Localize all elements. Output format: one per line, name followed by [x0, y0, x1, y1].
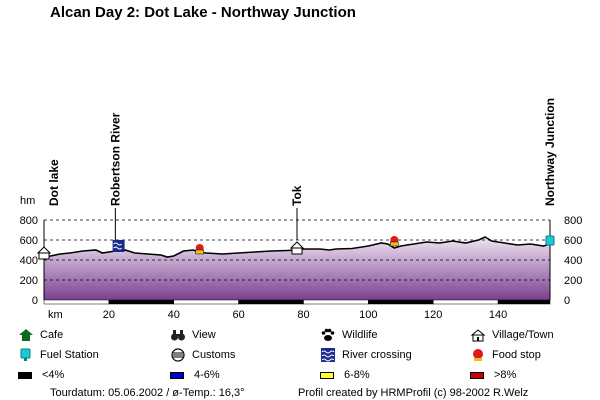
- x-tick-100: 100: [359, 309, 377, 321]
- grade-segment-2: [173, 299, 239, 305]
- waypoint-label-0: Dot lake: [47, 159, 61, 206]
- elevation-area: [44, 237, 550, 300]
- x-tick-120: 120: [424, 309, 442, 321]
- legend-grade-lt4: <4%: [18, 369, 64, 381]
- x-tick-140: 140: [489, 309, 507, 321]
- village-icon: [470, 328, 486, 342]
- footer-tour-date: Tourdatum: 05.06.2002 / ø-Temp.: 16,3°: [50, 387, 245, 399]
- grade-segment-1: [108, 299, 174, 305]
- legend-fuel-label: Fuel Station: [40, 349, 99, 361]
- marker-village-body-0: [38, 252, 50, 260]
- legend-village-label: Village/Town: [492, 329, 554, 341]
- y-tick-left-600: 600: [20, 235, 38, 247]
- legend-village: Village/Town: [470, 328, 554, 342]
- marker-village-0: [36, 246, 52, 254]
- house-icon: [18, 328, 34, 342]
- grade-4-6-swatch: [170, 371, 184, 379]
- marker-river-1: [112, 240, 125, 252]
- y-tick-left-800: 800: [20, 215, 38, 227]
- x-tick-20: 20: [103, 309, 115, 321]
- y-tick-left-200: 200: [20, 275, 38, 287]
- x-tick-80: 80: [297, 309, 309, 321]
- legend-grade-lt4-label: <4%: [42, 369, 65, 381]
- fuel-pump-icon: [18, 348, 34, 362]
- legend-fuel: Fuel Station: [18, 348, 99, 362]
- legend-wildlife: Wildlife: [320, 328, 377, 342]
- waypoint-label-3: Northway Junction: [543, 98, 557, 206]
- legend-customs: Customs: [170, 348, 235, 362]
- legend-customs-label: Customs: [192, 349, 236, 361]
- legend-view-label: View: [192, 329, 216, 341]
- legend-grade-6-8-label: 6-8%: [344, 369, 370, 381]
- legend-grade-4-6: 4-6%: [170, 369, 220, 381]
- legend-food-label: Food stop: [492, 349, 541, 361]
- waypoint-label-1: Robertson River: [108, 112, 122, 206]
- legend-wildlife-label: Wildlife: [342, 329, 378, 341]
- y-tick-right-400: 400: [564, 255, 582, 267]
- grade-segment-6: [432, 299, 499, 305]
- grade-gt8-swatch: [470, 371, 484, 379]
- paw-icon: [320, 328, 336, 342]
- marker-customs-3: [195, 249, 204, 255]
- legend-cafe-label: Cafe: [40, 329, 64, 341]
- marker-customs-6: [390, 241, 399, 247]
- grade-lt4-swatch: [18, 371, 32, 379]
- y-tick-left-400: 400: [20, 255, 38, 267]
- x-axis-unit: km: [48, 309, 63, 321]
- y-tick-right-800: 800: [564, 215, 582, 227]
- grade-segment-0: [43, 299, 110, 305]
- legend-grade-gt8-label: >8%: [494, 369, 517, 381]
- x-tick-60: 60: [232, 309, 244, 321]
- legend-river: River crossing: [320, 348, 412, 362]
- marker-river-waves-1: [113, 242, 122, 250]
- grade-6-8-swatch: [320, 371, 334, 379]
- legend-cafe: Cafe: [18, 328, 63, 342]
- grade-segment-5: [368, 299, 434, 305]
- x-tick-40: 40: [168, 309, 180, 321]
- food-stop-icon: [470, 348, 486, 362]
- customs-icon: [170, 348, 186, 362]
- y-tick-right-0: 0: [564, 295, 570, 307]
- legend-grade-4-6-label: 4-6%: [194, 369, 220, 381]
- elevation-chart: 0 0 200 200 400 400 600 600 800 800 hm 20 40 60 80 100 1…: [20, 98, 583, 321]
- y-tick-left-0: 0: [32, 295, 38, 307]
- marker-fuel-7: [545, 235, 555, 246]
- river-crossing-icon: [320, 348, 336, 362]
- marker-village-4: [289, 241, 305, 249]
- grade-segment-7: [497, 299, 551, 305]
- legend-view: View: [170, 328, 216, 342]
- y-tick-right-600: 600: [564, 235, 582, 247]
- legend-food: Food stop: [470, 348, 541, 362]
- grade-segment-4: [303, 299, 369, 305]
- y-tick-right-200: 200: [564, 275, 582, 287]
- plot-area: 0 0 200 200 400 400 600 600 800 800 hm 20 40 60 80 100 1…: [20, 98, 583, 321]
- footer-credit: Profil created by HRMProfil (c) 98-2002 …: [298, 387, 529, 399]
- legend-grade-gt8: >8%: [470, 369, 516, 381]
- waypoint-label-2: Tok: [290, 185, 304, 206]
- legend-grade-6-8: 6-8%: [320, 369, 370, 381]
- grade-segment-3: [238, 299, 304, 305]
- binoculars-icon: [170, 328, 186, 342]
- y-axis-unit: hm: [20, 195, 35, 207]
- legend-river-label: River crossing: [342, 349, 412, 361]
- marker-village-body-4: [291, 247, 303, 255]
- chart-title: Alcan Day 2: Dot Lake - Northway Junctio…: [50, 4, 356, 21]
